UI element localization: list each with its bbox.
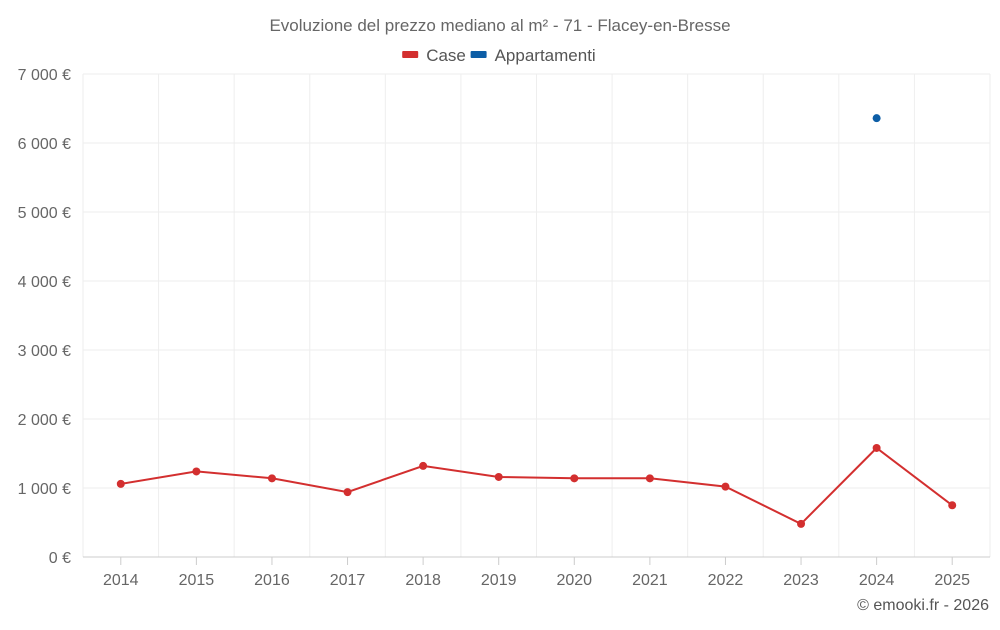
data-point[interactable]: [116, 479, 125, 488]
chart-title: Evoluzione del prezzo mediano al m² - 71…: [269, 16, 730, 35]
x-tick-label: 2018: [405, 572, 441, 589]
legend-swatch: [470, 51, 487, 58]
data-point[interactable]: [645, 474, 654, 483]
y-tick-label: 6 000 €: [18, 136, 71, 153]
y-tick-label: 5 000 €: [18, 205, 71, 222]
series-layer: [116, 114, 957, 528]
series-case: [116, 443, 957, 528]
credit-text: © emooki.fr - 2026: [857, 597, 989, 614]
x-tick-label: 2025: [934, 572, 970, 589]
x-tick-label: 2016: [254, 572, 290, 589]
x-tick-label: 2015: [179, 572, 215, 589]
series-appartamenti: [872, 114, 881, 123]
data-point[interactable]: [797, 519, 806, 528]
legend-label: Appartamenti: [495, 46, 596, 65]
series-line: [120, 446, 953, 526]
x-tick-label: 2022: [708, 572, 744, 589]
y-tick-label: 1 000 €: [18, 481, 71, 498]
data-point[interactable]: [721, 482, 730, 491]
x-tick-label: 2017: [330, 572, 366, 589]
x-tick-label: 2021: [632, 572, 668, 589]
y-axis: 0 € 1 000 € 2 000 € 3 000 € 4 000 € 5 000 € 6 …: [18, 67, 71, 567]
y-tick-label: 2 000 €: [18, 412, 71, 429]
y-tick-label: 0 €: [49, 550, 71, 567]
data-point[interactable]: [343, 488, 352, 497]
data-point[interactable]: [872, 443, 881, 452]
x-tick-label: 2024: [859, 572, 895, 589]
x-tick-label: 2023: [783, 572, 819, 589]
legend-item-appartamenti[interactable]: Appartamenti: [470, 46, 596, 65]
data-point[interactable]: [494, 472, 503, 481]
legend-label: Case: [426, 46, 466, 65]
data-point[interactable]: [192, 467, 201, 476]
data-point[interactable]: [872, 114, 881, 123]
x-axis: 2014 2015 2016 2017 2018 2019 2020 2021 2022 2023…: [103, 557, 970, 589]
data-point[interactable]: [267, 474, 276, 483]
data-point[interactable]: [948, 501, 957, 510]
y-tick-label: 3 000 €: [18, 343, 71, 360]
legend: Case Appartamenti: [402, 46, 596, 65]
x-tick-label: 2014: [103, 572, 139, 589]
y-tick-label: 4 000 €: [18, 274, 71, 291]
x-tick-label: 2020: [556, 572, 592, 589]
y-tick-label: 7 000 €: [18, 67, 71, 84]
x-tick-label: 2019: [481, 572, 517, 589]
data-point[interactable]: [570, 474, 579, 483]
data-point[interactable]: [419, 461, 428, 470]
grid-lines: [82, 73, 991, 558]
legend-item-case[interactable]: Case: [402, 46, 466, 65]
legend-swatch: [402, 51, 419, 58]
